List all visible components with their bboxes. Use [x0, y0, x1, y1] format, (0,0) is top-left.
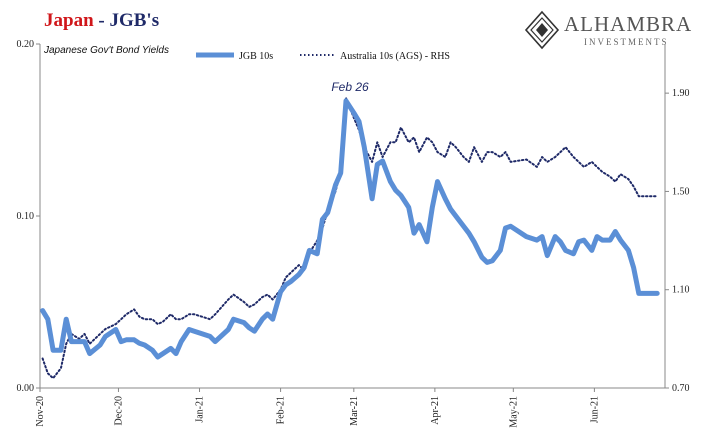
x-tick-label: Nov-20 [35, 396, 46, 427]
x-tick-label: Mar-21 [349, 396, 360, 426]
alhambra-logo: ALHAMBRA INVESTMENTS [524, 10, 699, 50]
left-tick-label: 0.10 [17, 211, 35, 222]
left-tick-label: 0.00 [17, 383, 35, 394]
chart-subtitle: Japanese Gov't Bond Yields [44, 45, 169, 56]
right-tick-label: 0.70 [672, 383, 690, 394]
x-tick-label: Jan-21 [195, 396, 206, 423]
x-tick-label: Apr-21 [430, 396, 441, 425]
logo-wordmark: ALHAMBRA [564, 12, 693, 36]
legend: JGB 10s Australia 10s (AGS) - RHS [196, 51, 450, 62]
x-tick-label: Jun-21 [589, 396, 600, 423]
x-tick-label: Dec-20 [113, 396, 124, 425]
page-title: Japan - JGB's [44, 10, 159, 32]
legend-label-ags: Australia 10s (AGS) - RHS [340, 51, 450, 62]
title-country: Japan [44, 10, 94, 31]
x-tick-label: May-21 [508, 396, 519, 428]
series-line-ags [41, 97, 659, 380]
annotation-feb26: Feb 26 [331, 80, 369, 94]
axes-layer: 0.00 0.10 0.20 0.70 1.10 1.50 1.90 Nov-20 Dec-20… [17, 39, 690, 428]
legend-label-jgb: JGB 10s [239, 51, 273, 62]
diamond-logo-icon [524, 10, 560, 50]
logo-subtitle: INVESTMENTS [584, 37, 669, 47]
right-tick-label: 1.90 [672, 88, 690, 99]
series-layer [40, 97, 660, 380]
right-tick-label: 1.50 [672, 186, 690, 197]
x-tick-label: Feb-21 [276, 396, 287, 424]
series-line-jgb [40, 98, 660, 360]
right-tick-label: 1.10 [672, 285, 690, 296]
title-rest: - JGB's [93, 10, 160, 31]
left-tick-label: 0.20 [17, 39, 35, 50]
